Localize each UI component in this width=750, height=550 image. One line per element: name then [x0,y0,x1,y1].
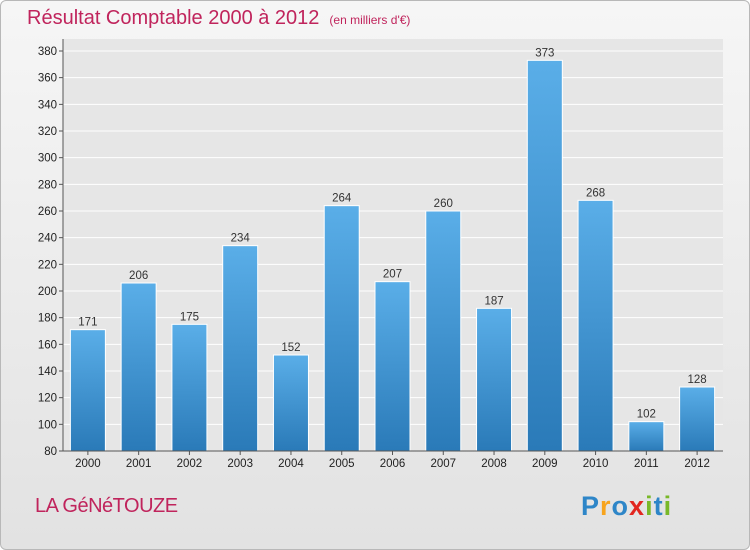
y-tick-label-240: 240 [38,233,57,245]
x-tick-label-2007: 2007 [430,458,456,470]
bar-2005 [323,205,360,452]
bar-2004 [272,354,309,452]
bar-2008 [476,307,513,452]
x-tick-label-2012: 2012 [684,458,710,470]
bar-2012 [679,386,716,452]
chart-subtitle: (en milliers d'€) [329,13,411,27]
value-label-2000: 171 [78,317,97,329]
x-tick-label-2000: 2000 [75,458,101,470]
logo-letter: x [629,491,646,521]
y-tick-label-340: 340 [38,99,57,111]
value-label-2005: 264 [332,193,352,205]
logo-letter: r [600,491,612,521]
y-tick-label-120: 120 [38,393,57,405]
bar-2003 [222,245,259,452]
value-label-2009: 373 [535,47,554,59]
place-name: LA GéNéTOUZE [35,495,178,517]
y-tick-label-200: 200 [38,286,57,298]
value-label-2001: 206 [129,270,148,282]
x-tick-label-2010: 2010 [583,458,609,470]
value-label-2010: 268 [586,187,605,199]
value-label-2003: 234 [231,233,251,245]
x-tick-label-2009: 2009 [532,458,558,470]
value-label-2006: 207 [383,269,402,281]
x-tick-label-2001: 2001 [126,458,152,470]
x-tick-label-2011: 2011 [634,458,659,470]
x-tick-label-2003: 2003 [227,458,253,470]
bar-2010 [577,199,614,452]
value-label-2012: 128 [688,374,707,386]
bar-2009 [526,59,563,452]
y-tick-label-140: 140 [38,366,57,378]
y-tick-label-300: 300 [38,153,57,165]
logo-letter: i [645,491,654,521]
chart-title: Résultat Comptable 2000 à 2012 (en millie… [27,7,410,30]
axes: 80 100 120 140 160 180 200 220 240 260 280 300 320 34… [38,39,723,470]
y-tick-label-360: 360 [38,73,57,85]
y-tick-label-380: 380 [38,46,57,58]
y-tick-label-260: 260 [38,206,57,218]
x-tick-label-2008: 2008 [481,458,507,470]
bar-2011 [628,421,665,452]
value-label-2002: 175 [180,311,199,323]
value-label-2011: 102 [637,409,656,421]
value-label-2007: 260 [434,198,453,210]
x-tick-label-2002: 2002 [177,458,203,470]
y-tick-label-160: 160 [38,339,57,351]
y-tick-label-100: 100 [38,419,57,431]
y-tick-label-180: 180 [38,313,57,325]
value-label-2008: 187 [484,295,503,307]
bar-2001 [120,282,157,452]
logo-letter: o [611,491,630,521]
logo-letter: t [653,491,664,521]
bar-2006 [374,281,411,452]
chart-title-text: Résultat Comptable 2000 à 2012 [27,7,320,29]
y-tick-label-80: 80 [44,446,57,458]
proxiti-logo[interactable]: Proxiti [581,491,672,522]
bar-2002 [171,323,208,452]
value-label-2004: 152 [281,342,300,354]
bar-2000 [69,329,106,452]
x-tick-label-2006: 2006 [380,458,406,470]
y-tick-label-280: 280 [38,179,57,191]
x-tick-label-2005: 2005 [329,458,355,470]
logo-letter: i [663,491,673,521]
y-tick-label-220: 220 [38,259,57,271]
bar-2007 [425,210,462,452]
bars: 171 206 175 234 152 264 207 260 187 373 268 102 128 [69,47,716,452]
logo-letter: P [581,491,601,521]
x-tick-label-2004: 2004 [278,458,304,470]
y-tick-label-320: 320 [38,126,57,138]
